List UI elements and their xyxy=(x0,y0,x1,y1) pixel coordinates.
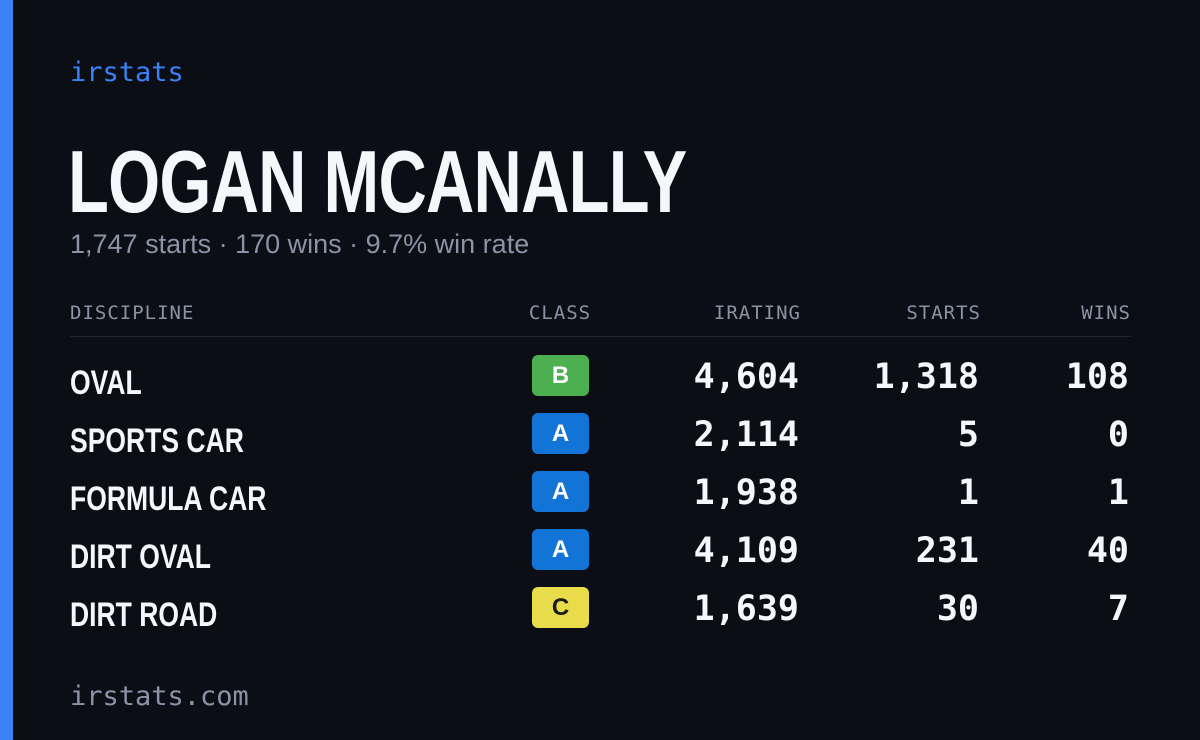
header-irating: IRATING xyxy=(713,302,801,324)
table-row: DIRT ROAD C 1,639 30 7 xyxy=(70,585,1131,643)
discipline-name: DIRT ROAD xyxy=(70,596,218,634)
discipline-name: DIRT OVAL xyxy=(70,538,211,576)
table-header: DISCIPLINE CLASS IRATING STARTS WINS xyxy=(70,296,1131,337)
discipline-name: OVAL xyxy=(70,364,142,402)
player-summary: 1,747 starts · 170 wins · 9.7% win rate xyxy=(70,229,530,259)
irating-value: 1,938 xyxy=(693,473,799,513)
wins-value: 7 xyxy=(1107,589,1129,629)
starts-value: 5 xyxy=(957,415,979,455)
wins-value: 40 xyxy=(1086,531,1129,571)
class-badge: B xyxy=(532,355,589,396)
header-class: CLASS xyxy=(528,302,592,324)
table-row: FORMULA CAR A 1,938 1 1 xyxy=(70,469,1131,527)
irating-value: 1,639 xyxy=(693,589,799,629)
header-wins: WINS xyxy=(1081,302,1131,324)
player-name: LOGAN MCANALLY xyxy=(68,132,687,231)
wins-value: 1 xyxy=(1107,473,1129,513)
wins-value: 0 xyxy=(1107,415,1129,455)
table-row: SPORTS CAR A 2,114 5 0 xyxy=(70,411,1131,469)
wins-value: 108 xyxy=(1065,357,1129,397)
irating-value: 4,604 xyxy=(693,357,799,397)
starts-value: 1 xyxy=(957,473,979,513)
class-badge: C xyxy=(532,587,589,628)
footer-domain: irstats.com xyxy=(70,681,249,712)
brand-logo-text: irstats xyxy=(70,57,184,88)
starts-value: 1,318 xyxy=(873,357,979,397)
discipline-name: FORMULA CAR xyxy=(70,480,267,518)
starts-value: 231 xyxy=(915,531,979,571)
header-starts: STARTS xyxy=(906,302,981,324)
class-badge: A xyxy=(532,471,589,512)
class-badge: A xyxy=(532,529,589,570)
table-row: DIRT OVAL A 4,109 231 40 xyxy=(70,527,1131,585)
discipline-name: SPORTS CAR xyxy=(70,422,244,460)
irating-value: 2,114 xyxy=(693,415,799,455)
irating-value: 4,109 xyxy=(693,531,799,571)
starts-value: 30 xyxy=(936,589,979,629)
header-discipline: DISCIPLINE xyxy=(70,302,195,324)
table-row: OVAL B 4,604 1,318 108 xyxy=(70,353,1131,411)
discipline-stats-table: DISCIPLINE CLASS IRATING STARTS WINS OVA… xyxy=(70,296,1131,643)
table-body: OVAL B 4,604 1,318 108 SPORTS CAR A 2,11… xyxy=(70,353,1131,643)
class-badge: A xyxy=(532,413,589,454)
accent-bar xyxy=(0,0,13,740)
